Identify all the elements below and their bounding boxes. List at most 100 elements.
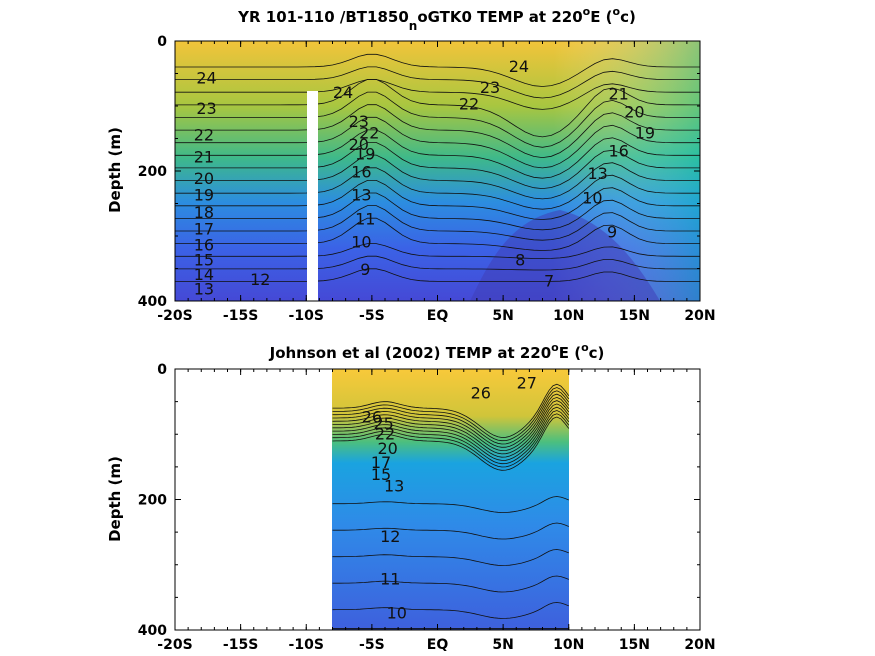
contour-line [175, 116, 700, 169]
x-tick-label: -20S [157, 308, 192, 324]
contour-label: 13 [384, 477, 404, 496]
bottom-ticks: -20S -15S -10S -5S EQ 5N 10N 15N 20N 0 200 400 [138, 362, 716, 653]
contour-line [175, 255, 700, 271]
contour-line [332, 496, 569, 513]
contour-line [332, 406, 570, 461]
contour-line [332, 383, 570, 438]
contour-label: 22 [194, 125, 214, 144]
y-tick-label: 200 [138, 493, 167, 509]
contour-line [175, 53, 700, 87]
contour-line [332, 393, 570, 448]
contour-label: 20 [624, 103, 644, 122]
x-tick-label: -10S [289, 637, 324, 653]
contour-line [175, 66, 700, 99]
contour-line [175, 243, 700, 259]
bottom-field [332, 369, 569, 630]
bottom-panel: Johnson et al (2002) TEMP at 220oE (oc) … [106, 341, 716, 653]
top-deep-pool [470, 210, 660, 301]
contour-line [175, 129, 700, 179]
top-ticks: -20S -15S -10S -5S EQ 5N 10N 15N 20N 0 200 400 [138, 34, 716, 324]
contour-label: 23 [480, 78, 500, 97]
x-tick-label: -20S [157, 637, 192, 653]
contour-label: 26 [362, 408, 382, 427]
contour-line [332, 396, 570, 452]
contour-line [175, 180, 700, 220]
contour-line [332, 387, 570, 442]
contour-line [175, 167, 700, 210]
top-gap-strip [307, 91, 318, 301]
contour-label: 10 [387, 603, 407, 622]
contour-line [332, 410, 570, 465]
contour-line [175, 104, 700, 159]
contour-label: 27 [517, 374, 537, 393]
contour-label: 19 [194, 185, 214, 204]
contour-label: 16 [351, 163, 371, 182]
x-tick-label: 15N [619, 308, 650, 324]
top-ylabel: Depth (m) [106, 127, 124, 213]
x-tick-label: 15N [619, 637, 650, 653]
contour-label: 24 [333, 83, 353, 102]
contour-line [332, 522, 569, 540]
contour-label: 11 [355, 209, 375, 228]
contour-line [332, 390, 570, 445]
contour-label: 22 [459, 94, 479, 113]
contour-line [175, 217, 700, 251]
top-panel: YR 101-110 /BT1850noGTK0 TEMP at 220oE (… [106, 5, 716, 324]
x-tick-label: -5S [359, 637, 385, 653]
contour-line [332, 602, 569, 619]
contour-label: 24 [196, 68, 216, 87]
contour-line [332, 416, 570, 471]
y-tick-label: 200 [138, 164, 167, 180]
contour-label: 16 [194, 235, 214, 254]
x-tick-label: 20N [684, 637, 715, 653]
contour-line [332, 403, 570, 458]
contour-label: 11 [380, 569, 400, 588]
x-tick-label: -15S [223, 637, 258, 653]
x-tick-label: -15S [223, 308, 258, 324]
contour-label: 10 [582, 189, 602, 208]
contour-line [175, 154, 700, 200]
x-tick-label: 10N [553, 308, 584, 324]
x-tick-label: 5N [492, 637, 513, 653]
contour-label: 17 [194, 220, 214, 239]
x-tick-label: EQ [427, 637, 449, 653]
top-contour-labels: 2423222120191817161514131224232220191613… [194, 57, 655, 298]
contour-label: 15 [194, 250, 214, 269]
contour-line [175, 91, 700, 148]
contour-line [175, 205, 700, 241]
contour-label: 18 [194, 203, 214, 222]
contour-label: 19 [635, 124, 655, 143]
contour-line [175, 192, 700, 231]
bottom-ylabel: Depth (m) [106, 456, 124, 542]
x-tick-label: 5N [492, 308, 513, 324]
contour-line [175, 268, 700, 282]
contour-line [175, 79, 700, 110]
contour-label: 14 [194, 265, 214, 284]
contour-label: 19 [355, 144, 375, 163]
x-tick-label: -5S [359, 308, 385, 324]
contour-label: 12 [250, 270, 270, 289]
contour-label: 9 [607, 222, 617, 241]
contour-label: 7 [544, 272, 554, 291]
contour-label: 21 [608, 85, 628, 104]
contour-label: 16 [608, 142, 628, 161]
contour-line [332, 413, 570, 468]
y-tick-label: 400 [138, 623, 167, 639]
contour-line [332, 549, 569, 566]
contour-label: 24 [509, 57, 529, 76]
top-title: YR 101-110 /BT1850noGTK0 TEMP at 220oE (… [237, 5, 636, 33]
contour-label: 10 [351, 233, 371, 252]
contour-label: 8 [515, 250, 525, 269]
bottom-title: Johnson et al (2002) TEMP at 220oE (oc) [269, 341, 605, 362]
contour-line [332, 400, 570, 455]
contour-label: 20 [194, 169, 214, 188]
contour-label: 20 [377, 439, 397, 458]
contour-label: 13 [194, 280, 214, 299]
x-tick-label: -10S [289, 308, 324, 324]
contour-label: 26 [471, 383, 491, 402]
x-tick-label: EQ [427, 308, 449, 324]
y-tick-label: 0 [157, 34, 167, 50]
y-tick-label: 0 [157, 362, 167, 378]
